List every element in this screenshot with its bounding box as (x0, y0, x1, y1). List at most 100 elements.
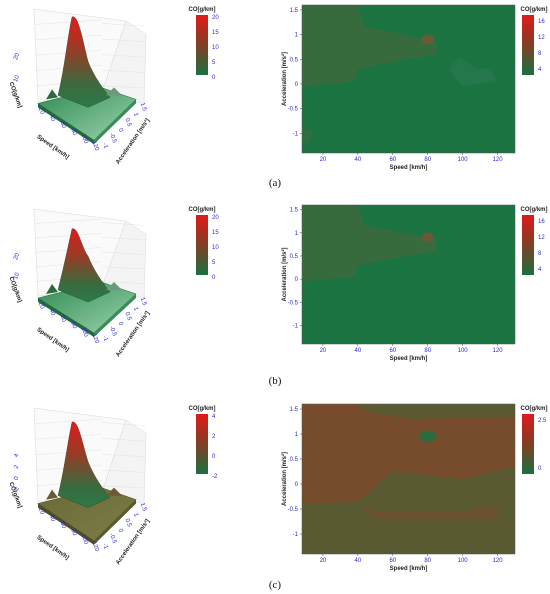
x-tick-label: 20 (37, 507, 45, 516)
contour-hotspot (418, 430, 437, 443)
y-tick-label: 0 (295, 82, 299, 88)
contour-band (357, 504, 498, 519)
colorbar-tick-label: 8 (538, 251, 542, 257)
x-tick-label: 80 (424, 558, 431, 564)
colorbar-title: CO[g/km] (189, 207, 216, 213)
x-tick-label: 40 (48, 514, 56, 523)
x-tick-label: 80 (69, 528, 77, 537)
y-axis-label: Acceleration [m/s²] (114, 310, 151, 358)
colorbar (522, 414, 534, 474)
y-tick-label: 1.5 (290, 208, 299, 214)
x-tick-label: 80 (424, 157, 431, 163)
y-axis-label: Acceleration [m/s²] (281, 452, 288, 506)
x-tick-label: 40 (355, 558, 362, 564)
y-tick-label: 1 (295, 432, 299, 438)
z-tick-label: 20 (13, 52, 21, 61)
colorbar-tick-label: 0 (212, 75, 216, 81)
colorbar (196, 215, 208, 275)
y-tick-label: -0.5 (108, 132, 117, 144)
colorbar (522, 215, 534, 275)
grid-line (101, 251, 146, 255)
colorbar (522, 15, 534, 75)
y-tick-label: -1 (101, 335, 109, 343)
y-axis-label: Acceleration [m/s²] (281, 247, 288, 301)
grid-line (101, 85, 146, 89)
y-tick-label: -1 (293, 532, 299, 538)
y-tick-label: 0.5 (290, 457, 299, 463)
panel-caption: (a) (269, 177, 282, 189)
plot-frame (301, 204, 516, 345)
colorbar-tick-label: 4 (538, 267, 542, 273)
contour-peak (302, 404, 402, 519)
y-tick-label: -1 (101, 142, 109, 150)
z-tick-label: 20 (13, 252, 21, 261)
grid-line (34, 232, 103, 239)
colorbar-tick-label: 20 (212, 15, 219, 21)
y-tick-label: 1.5 (139, 502, 148, 513)
y-tick-label: -0.5 (108, 325, 117, 337)
y-tick-label: 1.5 (139, 297, 148, 308)
x-tick-label: 20 (37, 107, 45, 116)
grid-line (101, 54, 146, 58)
colorbar-title: CO[g/km] (189, 406, 216, 412)
z-tick-label: 10 (13, 271, 21, 280)
y-tick-label: -1 (293, 131, 299, 137)
x-tick-label: 120 (90, 333, 99, 345)
heatmap-field (302, 5, 515, 153)
colorbar-tick-label: 2.5 (538, 418, 547, 424)
grid-line (101, 23, 146, 27)
x-tick-label: 40 (355, 348, 362, 354)
y-tick-label: -0.5 (108, 533, 117, 545)
colorbar (196, 414, 208, 474)
x-axis-label: Speed [km/h] (390, 165, 428, 171)
y-tick-label: -1 (293, 323, 299, 329)
colorbar-tick-label: 15 (212, 230, 219, 236)
z-tick-label: 2 (14, 464, 21, 470)
grid-line (101, 236, 146, 241)
y-tick-label: 0 (117, 321, 124, 327)
plot-frame (301, 403, 516, 555)
y-tick-label: 0.5 (123, 518, 132, 529)
y-tick-label: -1 (101, 543, 109, 551)
colorbar-tick-label: 4 (212, 414, 216, 420)
y-tick-label: 1 (132, 112, 139, 118)
surface-front-face (38, 503, 94, 545)
colorbar-tick-label: 12 (538, 35, 545, 41)
heatmap-field (302, 404, 515, 554)
surface-ridge (106, 282, 122, 290)
contour-hotspot (421, 232, 434, 243)
contour-island (302, 128, 313, 144)
x-tick-label: 100 (80, 326, 89, 338)
x-tick-label: 100 (80, 133, 89, 145)
x-tick-label: 120 (90, 541, 99, 553)
surface-ridge (106, 487, 122, 496)
grid-line (101, 222, 146, 226)
x-axis-label: Speed [km/h] (390, 356, 428, 362)
y-tick-label: 0 (117, 528, 124, 534)
x-tick-label: 120 (493, 157, 504, 163)
x-tick-label: 60 (59, 315, 67, 324)
y-tick-label: 0.5 (290, 254, 299, 260)
grid-line (101, 422, 146, 426)
surface-right-face (94, 499, 136, 545)
surface-peak (57, 16, 111, 108)
colorbar-tick-label: 12 (538, 235, 545, 241)
x-axis-label: Speed [km/h] (35, 134, 69, 161)
colorbar (196, 15, 208, 75)
colorbar-title: CO[g/km] (521, 7, 548, 13)
colorbar-tick-label: 2 (212, 434, 216, 440)
x-tick-label: 80 (69, 128, 77, 137)
contour-peak (302, 205, 392, 294)
x-axis-label: Speed [km/h] (390, 566, 428, 572)
y-tick-label: 0.5 (123, 118, 132, 129)
colorbar-tick-label: 0 (538, 466, 542, 472)
y-axis-label: Acceleration [m/s²] (114, 518, 151, 566)
y-tick-label: 1.5 (139, 102, 148, 113)
x-tick-label: 80 (424, 348, 431, 354)
x-tick-label: 100 (458, 157, 469, 163)
grid-line (101, 69, 146, 73)
colorbar-tick-label: 20 (212, 215, 219, 221)
y-tick-label: 1.5 (290, 8, 299, 14)
